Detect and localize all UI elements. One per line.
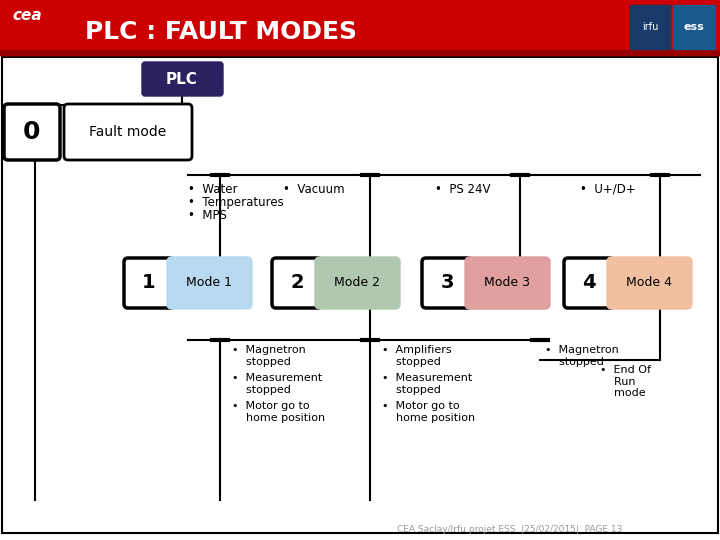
- Text: cea: cea: [12, 8, 42, 23]
- Bar: [673, 5, 715, 49]
- Text: 0: 0: [23, 120, 41, 144]
- FancyBboxPatch shape: [142, 62, 223, 96]
- Text: Mode 3: Mode 3: [484, 276, 530, 289]
- FancyBboxPatch shape: [607, 257, 692, 309]
- FancyBboxPatch shape: [465, 257, 550, 309]
- Text: •  U+/D+: • U+/D+: [580, 183, 636, 196]
- FancyBboxPatch shape: [272, 258, 322, 308]
- Text: •  Measurement
    stopped: • Measurement stopped: [382, 373, 472, 395]
- FancyBboxPatch shape: [315, 257, 400, 309]
- Text: PLC : FAULT MODES: PLC : FAULT MODES: [85, 20, 357, 44]
- Bar: [0, 50, 720, 55]
- Text: •  Amplifiers
    stopped: • Amplifiers stopped: [382, 345, 451, 367]
- Text: CEA Saclay/Irfu projet ESS  |25/02/2015|  PAGE 13: CEA Saclay/Irfu projet ESS |25/02/2015| …: [397, 525, 623, 535]
- Text: •  Temperatures: • Temperatures: [188, 196, 284, 209]
- Text: •  PS 24V: • PS 24V: [435, 183, 490, 196]
- Text: Mode 2: Mode 2: [334, 276, 380, 289]
- Text: •  Water: • Water: [188, 183, 238, 196]
- FancyBboxPatch shape: [167, 257, 252, 309]
- Text: 1: 1: [142, 273, 156, 293]
- FancyBboxPatch shape: [64, 104, 192, 160]
- Text: •  Motor go to
    home position: • Motor go to home position: [382, 401, 475, 423]
- Text: PLC: PLC: [166, 71, 198, 86]
- Bar: [630, 5, 670, 49]
- Text: •  Measurement
    stopped: • Measurement stopped: [232, 373, 323, 395]
- Text: •  Magnetron
    stopped: • Magnetron stopped: [232, 345, 306, 367]
- Text: Fault mode: Fault mode: [89, 125, 166, 139]
- FancyBboxPatch shape: [124, 258, 174, 308]
- Text: •  Magnetron
    stopped: • Magnetron stopped: [545, 345, 618, 367]
- Text: irfu: irfu: [642, 22, 658, 32]
- Text: •  Motor go to
    home position: • Motor go to home position: [232, 401, 325, 423]
- Text: Mode 4: Mode 4: [626, 276, 672, 289]
- Text: 4: 4: [582, 273, 596, 293]
- Text: •  End Of
    Run
    mode: • End Of Run mode: [600, 365, 651, 398]
- Text: ess: ess: [683, 22, 704, 32]
- FancyBboxPatch shape: [422, 258, 472, 308]
- FancyBboxPatch shape: [4, 104, 60, 160]
- FancyBboxPatch shape: [564, 258, 614, 308]
- Text: •  MPS: • MPS: [188, 209, 227, 222]
- Text: Mode 1: Mode 1: [186, 276, 232, 289]
- Bar: [0, 0, 720, 55]
- Text: 2: 2: [290, 273, 304, 293]
- Text: •  Vacuum: • Vacuum: [283, 183, 345, 196]
- Text: 3: 3: [440, 273, 454, 293]
- Bar: [2, 57, 718, 533]
